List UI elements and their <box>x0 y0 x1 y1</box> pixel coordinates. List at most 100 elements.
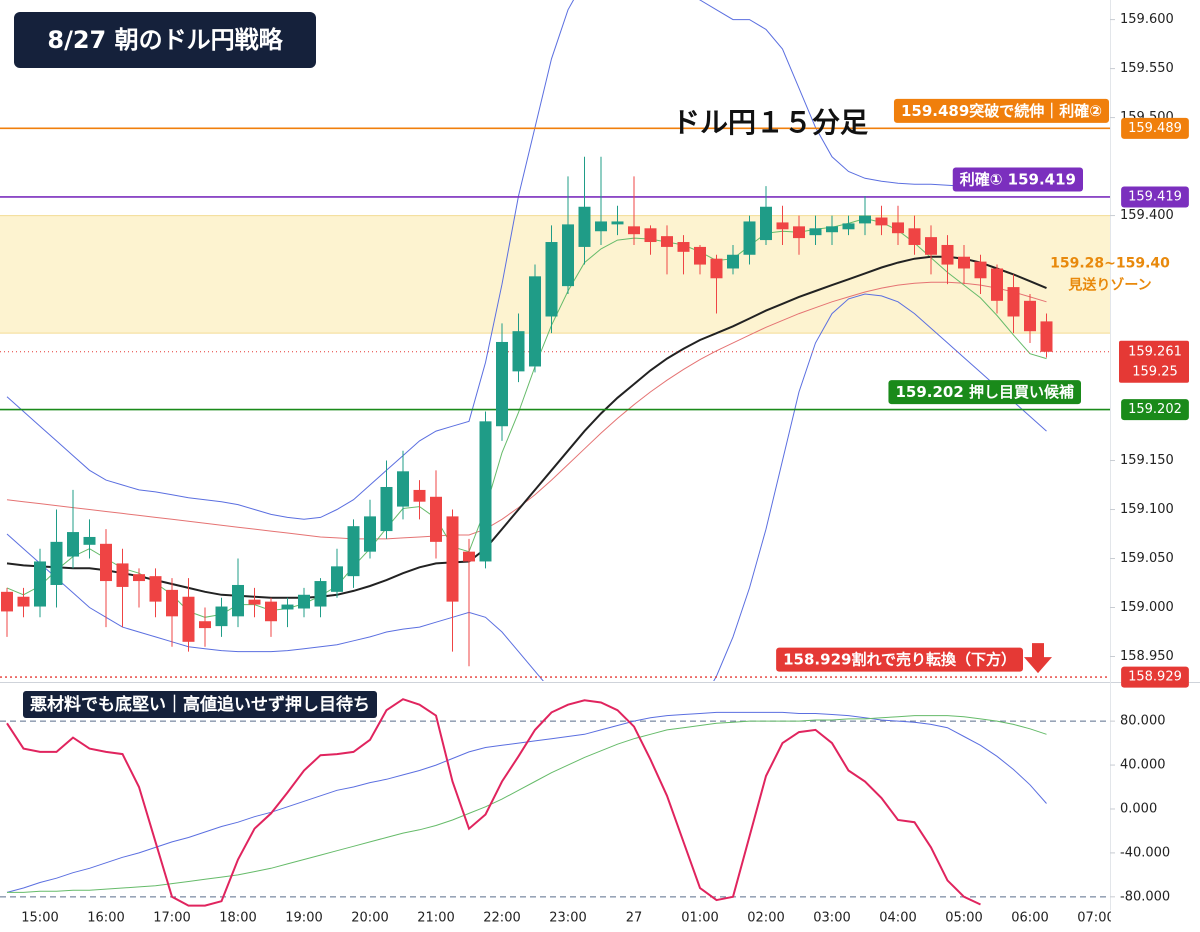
candle-body <box>1 591 13 612</box>
candle-body <box>116 563 129 587</box>
candle-body <box>826 226 838 233</box>
level-label: 158.929割れで売り転換（下方） <box>783 651 1016 669</box>
price-tag-box <box>1121 399 1189 421</box>
indicator-line <box>6 0 1047 520</box>
down-arrow <box>1024 643 1052 674</box>
candle-body <box>562 224 574 287</box>
x-tick-label: 03:00 <box>813 911 850 926</box>
x-tick-label: 20:00 <box>351 911 388 926</box>
candle-body <box>842 223 855 230</box>
candle-body <box>100 543 112 582</box>
candle-body <box>364 516 376 552</box>
level-label-box <box>888 380 1081 405</box>
y-tick-label: 159.050 <box>1120 551 1174 566</box>
oscillator-tick-label: -80.000 <box>1120 889 1170 904</box>
last-price-box <box>1119 340 1189 383</box>
candle-body <box>166 589 178 617</box>
candle-body <box>925 237 937 255</box>
oscillator-label: 悪材料でも底堅い｜高値追いせず押し目待ち <box>30 694 370 715</box>
candle-body <box>1040 321 1053 352</box>
candle-body <box>760 206 772 241</box>
annotations: 159.489突破で続伸｜利確② 159.489 利確① 159.419 159.41… <box>23 98 1189 718</box>
candle-body <box>50 541 63 585</box>
chart-title: 8/27 朝のドル円戦略 <box>47 26 283 54</box>
x-tick-label: 02:00 <box>747 911 784 926</box>
last-price-tag: 159.25 <box>1132 364 1178 379</box>
candle-body <box>958 256 970 269</box>
candle-body <box>446 516 459 602</box>
y-tick-label: 159.000 <box>1120 600 1174 615</box>
indicator-line <box>6 217 1047 618</box>
candle-body <box>479 421 492 562</box>
indicator-line <box>6 255 1047 599</box>
candle-body <box>661 236 673 247</box>
candle-body <box>397 471 409 507</box>
level-label: 利確① 159.419 <box>960 170 1076 188</box>
candle-body <box>941 244 954 265</box>
chart-subtitle: ドル円１５分足 <box>672 106 868 139</box>
candle-body <box>430 496 442 542</box>
candle-body <box>232 584 244 617</box>
x-tick-label: 15:00 <box>21 911 58 926</box>
title-box <box>14 12 316 68</box>
axis-cover <box>1111 908 1200 932</box>
y-tick-label: 158.950 <box>1120 649 1174 664</box>
x-tick-label: 22:00 <box>483 911 520 926</box>
candle-body <box>793 226 805 239</box>
candle-body <box>644 228 657 243</box>
price-panel <box>0 0 1110 681</box>
price-tag: 158.929 <box>1128 670 1182 685</box>
candle-body <box>413 489 426 502</box>
x-tick-label: 06:00 <box>1011 911 1048 926</box>
candle-body <box>595 221 607 232</box>
x-tick-label: 27 <box>626 911 643 926</box>
candle-body <box>380 486 393 532</box>
candle-body <box>529 276 541 367</box>
x-tick-label: 05:00 <box>945 911 982 926</box>
candle-body <box>991 268 1003 301</box>
candle-body <box>611 221 624 225</box>
x-tick-label: 07:00 <box>1077 911 1114 926</box>
candle-body <box>265 601 277 622</box>
x-tick-label: 16:00 <box>87 911 124 926</box>
level-label-box <box>776 647 1023 672</box>
oscillator-label-box <box>23 691 377 718</box>
last-price-tag: 159.261 <box>1128 344 1182 359</box>
oscillator-line <box>6 698 981 907</box>
candle-body <box>776 222 789 230</box>
candle-body <box>809 228 822 236</box>
price-tag-box <box>1121 117 1189 139</box>
price-tag: 159.202 <box>1128 402 1182 417</box>
oscillator-line <box>7 715 1047 893</box>
x-tick-label: 04:00 <box>879 911 916 926</box>
price-tag: 159.419 <box>1128 189 1182 204</box>
candle-body <box>908 228 921 245</box>
candle-body <box>182 596 195 642</box>
candle-body <box>628 226 640 235</box>
candle-body <box>83 536 96 545</box>
candle-body <box>892 222 904 234</box>
candle-body <box>34 561 46 607</box>
candle-body <box>347 526 360 577</box>
level-label-box <box>952 167 1083 192</box>
x-tick-label: 17:00 <box>153 911 190 926</box>
candle-body <box>859 215 871 224</box>
x-tick-label: 18:00 <box>219 911 256 926</box>
y-tick-label: 159.600 <box>1120 12 1174 27</box>
candle-body <box>463 551 475 562</box>
candle-body <box>199 621 211 629</box>
candle-body <box>314 581 327 607</box>
oscillator-tick-label: 80.000 <box>1120 714 1166 729</box>
candle-body <box>578 206 591 247</box>
candle-body <box>512 331 525 372</box>
candle-body <box>743 221 756 255</box>
oscillator-tick-label: -40.000 <box>1120 845 1170 860</box>
candle-body <box>281 604 294 610</box>
candle-body <box>67 532 79 557</box>
level-label-box <box>893 98 1109 123</box>
candle-body <box>974 261 987 279</box>
x-tick-label: 19:00 <box>285 911 322 926</box>
candle-body <box>331 566 343 592</box>
y-tick-label: 159.100 <box>1120 502 1174 517</box>
